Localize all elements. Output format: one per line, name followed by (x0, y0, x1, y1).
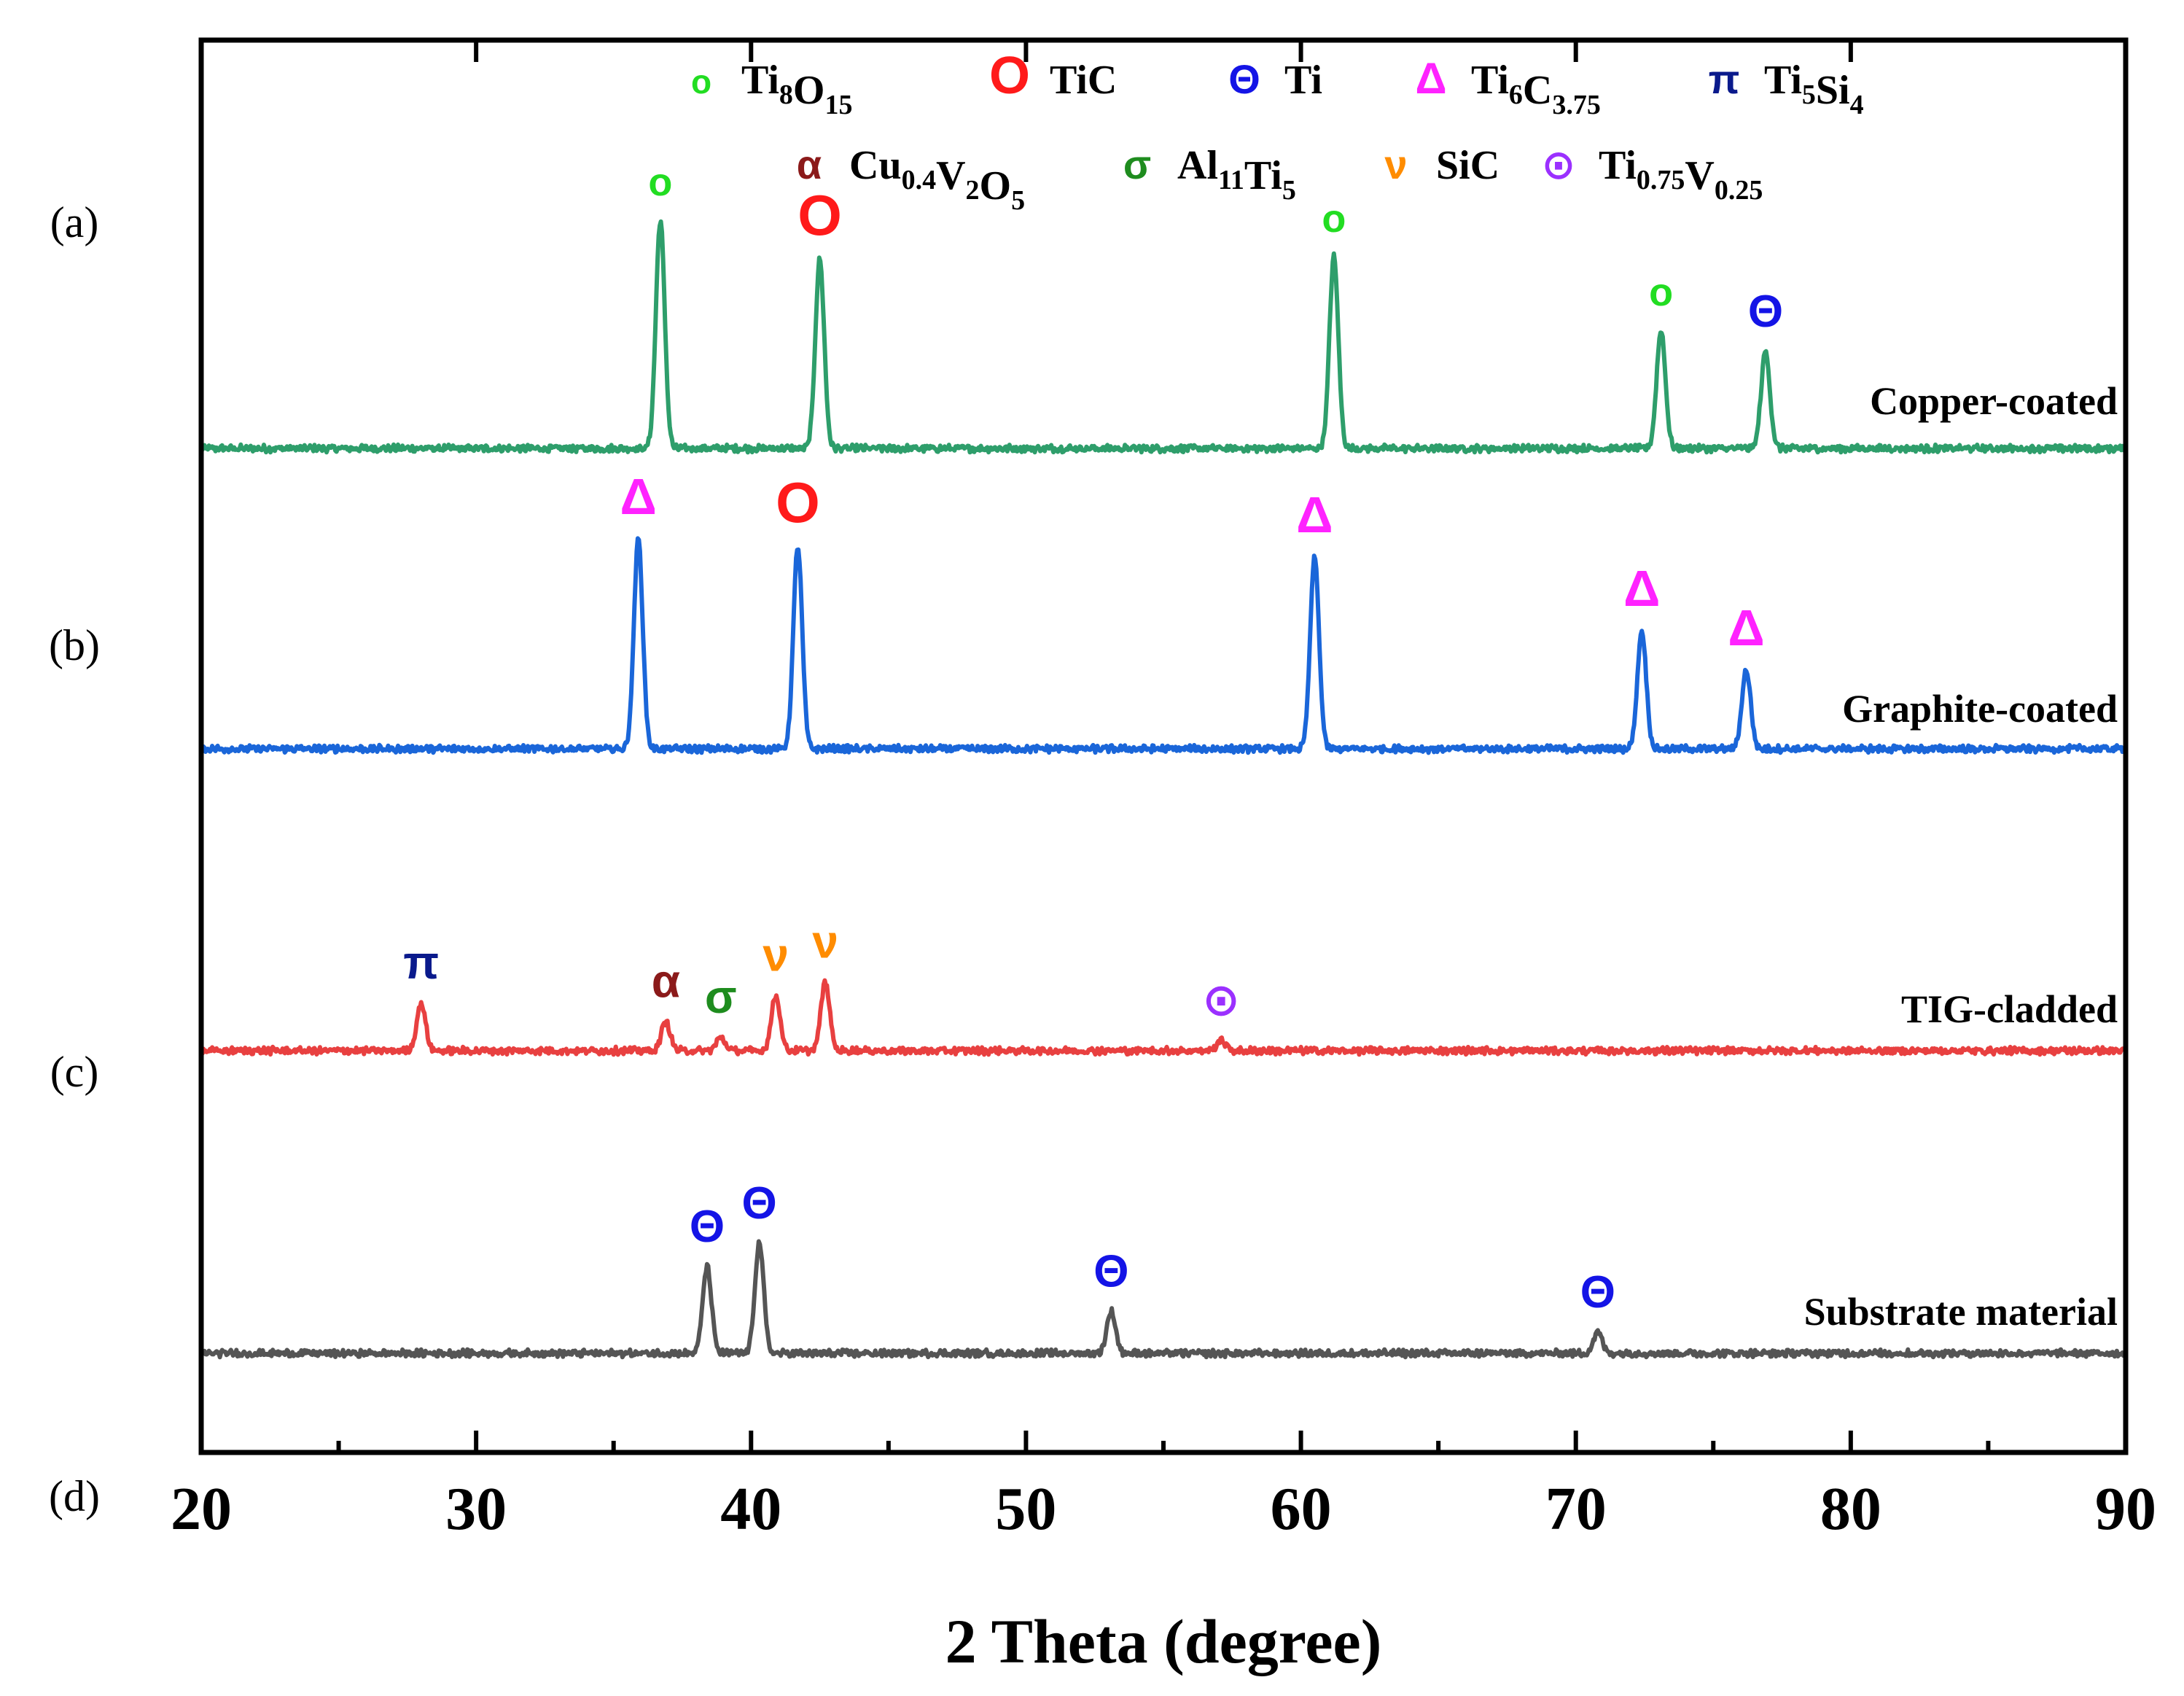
peak-marker-substrate-material-1: Θ (741, 1178, 776, 1229)
series-line-tig-cladded (200, 978, 2128, 1057)
x-tick-label-80: 80 (1820, 1475, 1881, 1543)
legend-label-al11ti5: Al11Ti5 (1177, 143, 1296, 206)
panel-label-3: (d) (49, 1472, 100, 1520)
legend-symbol-sic: ν (1384, 141, 1407, 187)
peak-marker-tig-cladded-5: ⊙ (1202, 976, 1240, 1026)
peak-marker-tig-cladded-1: α (652, 954, 680, 1007)
peak-marker-copper-coated-0: o (648, 160, 672, 204)
x-tick-label-20: 20 (171, 1475, 232, 1543)
peak-marker-graphite-coated-0: Δ (620, 468, 657, 525)
peak-marker-graphite-coated-1: O (776, 470, 820, 534)
legend-symbol-ti0-75v0-25: ⊙ (1542, 141, 1576, 187)
series-line-graphite-coated (199, 536, 2128, 755)
legend-label-tic: TiC (1050, 58, 1117, 103)
peak-marker-substrate-material-2: Θ (1093, 1246, 1128, 1296)
peak-marker-graphite-coated-2: Δ (1296, 486, 1333, 543)
peak-marker-substrate-material-3: Θ (1580, 1267, 1615, 1318)
legend-label-ti6c3-75: Ti6C3.75 (1471, 58, 1601, 120)
peak-marker-tig-cladded-2: σ (705, 970, 737, 1023)
peak-marker-tig-cladded-4: ν (812, 915, 838, 968)
peak-marker-graphite-coated-4: Δ (1728, 599, 1764, 656)
x-tick-label-30: 30 (445, 1475, 507, 1543)
legend-label-ti8o15: Ti8O15 (741, 58, 852, 120)
x-tick-label-50: 50 (995, 1475, 1056, 1543)
series-label-copper-coated: Copper-coated (1870, 379, 2118, 423)
peak-marker-copper-coated-2: o (1322, 197, 1346, 241)
legend-symbol-ti8o15: o (691, 63, 711, 101)
x-tick-label-60: 60 (1271, 1475, 1332, 1543)
legend-label-ti5si4: Ti5Si4 (1764, 58, 1864, 120)
series-line-copper-coated (199, 219, 2128, 455)
series-label-substrate-material: Substrate material (1804, 1290, 2118, 1334)
series-label-tig-cladded: TIG-cladded (1901, 987, 2118, 1031)
x-axis: 20 30 40 50 60 70 80 90 2 Theta (degree) (171, 40, 2156, 1676)
legend-label-cu0-4v2o5: Cu0.4V2O5 (849, 143, 1025, 216)
labels: o O o o Θ Copper-coated Δ O Δ Δ Δ Graphite-coated π α… (49, 160, 2118, 1520)
x-tick-label-70: 70 (1545, 1475, 1607, 1543)
legend-symbol-al11ti5: σ (1123, 141, 1151, 187)
series-line-substrate-material (199, 1239, 2128, 1360)
series-label-graphite-coated: Graphite-coated (1842, 687, 2118, 731)
legend-symbol-ti5si4: π (1709, 56, 1740, 102)
peak-marker-copper-coated-4: Θ (1748, 287, 1783, 337)
x-tick-label-40: 40 (720, 1475, 781, 1543)
panel-label-0: (a) (50, 198, 99, 246)
legend-symbol-ti: Θ (1228, 56, 1260, 102)
peak-marker-copper-coated-1: O (797, 183, 842, 247)
legend-label-sic: SiC (1436, 143, 1499, 188)
x-tick-label-90: 90 (2095, 1475, 2156, 1543)
legend-symbol-cu0-4v2o5: α (797, 141, 822, 187)
panel-label-1: (b) (49, 621, 100, 669)
legend: o Ti8O15 O TiC Θ Ti Δ Ti6C3.75 π Ti5Si4 α Cu0.4V2O5… (691, 47, 1864, 216)
peak-marker-graphite-coated-3: Δ (1623, 560, 1660, 617)
peak-marker-tig-cladded-3: ν (763, 928, 789, 981)
plot-area (199, 219, 2128, 1360)
peak-marker-copper-coated-3: o (1649, 271, 1673, 314)
legend-label-ti0-75v0-25: Ti0.75V0.25 (1599, 143, 1763, 206)
peak-marker-tig-cladded-0: π (403, 936, 439, 989)
legend-symbol-tic: O (989, 47, 1030, 105)
x-axis-title: 2 Theta (degree) (945, 1606, 1382, 1676)
panel-label-2: (c) (50, 1048, 99, 1096)
legend-symbol-ti6c3-75: Δ (1415, 54, 1446, 103)
peak-marker-substrate-material-0: Θ (690, 1202, 725, 1252)
legend-label-ti: Ti (1284, 58, 1322, 103)
